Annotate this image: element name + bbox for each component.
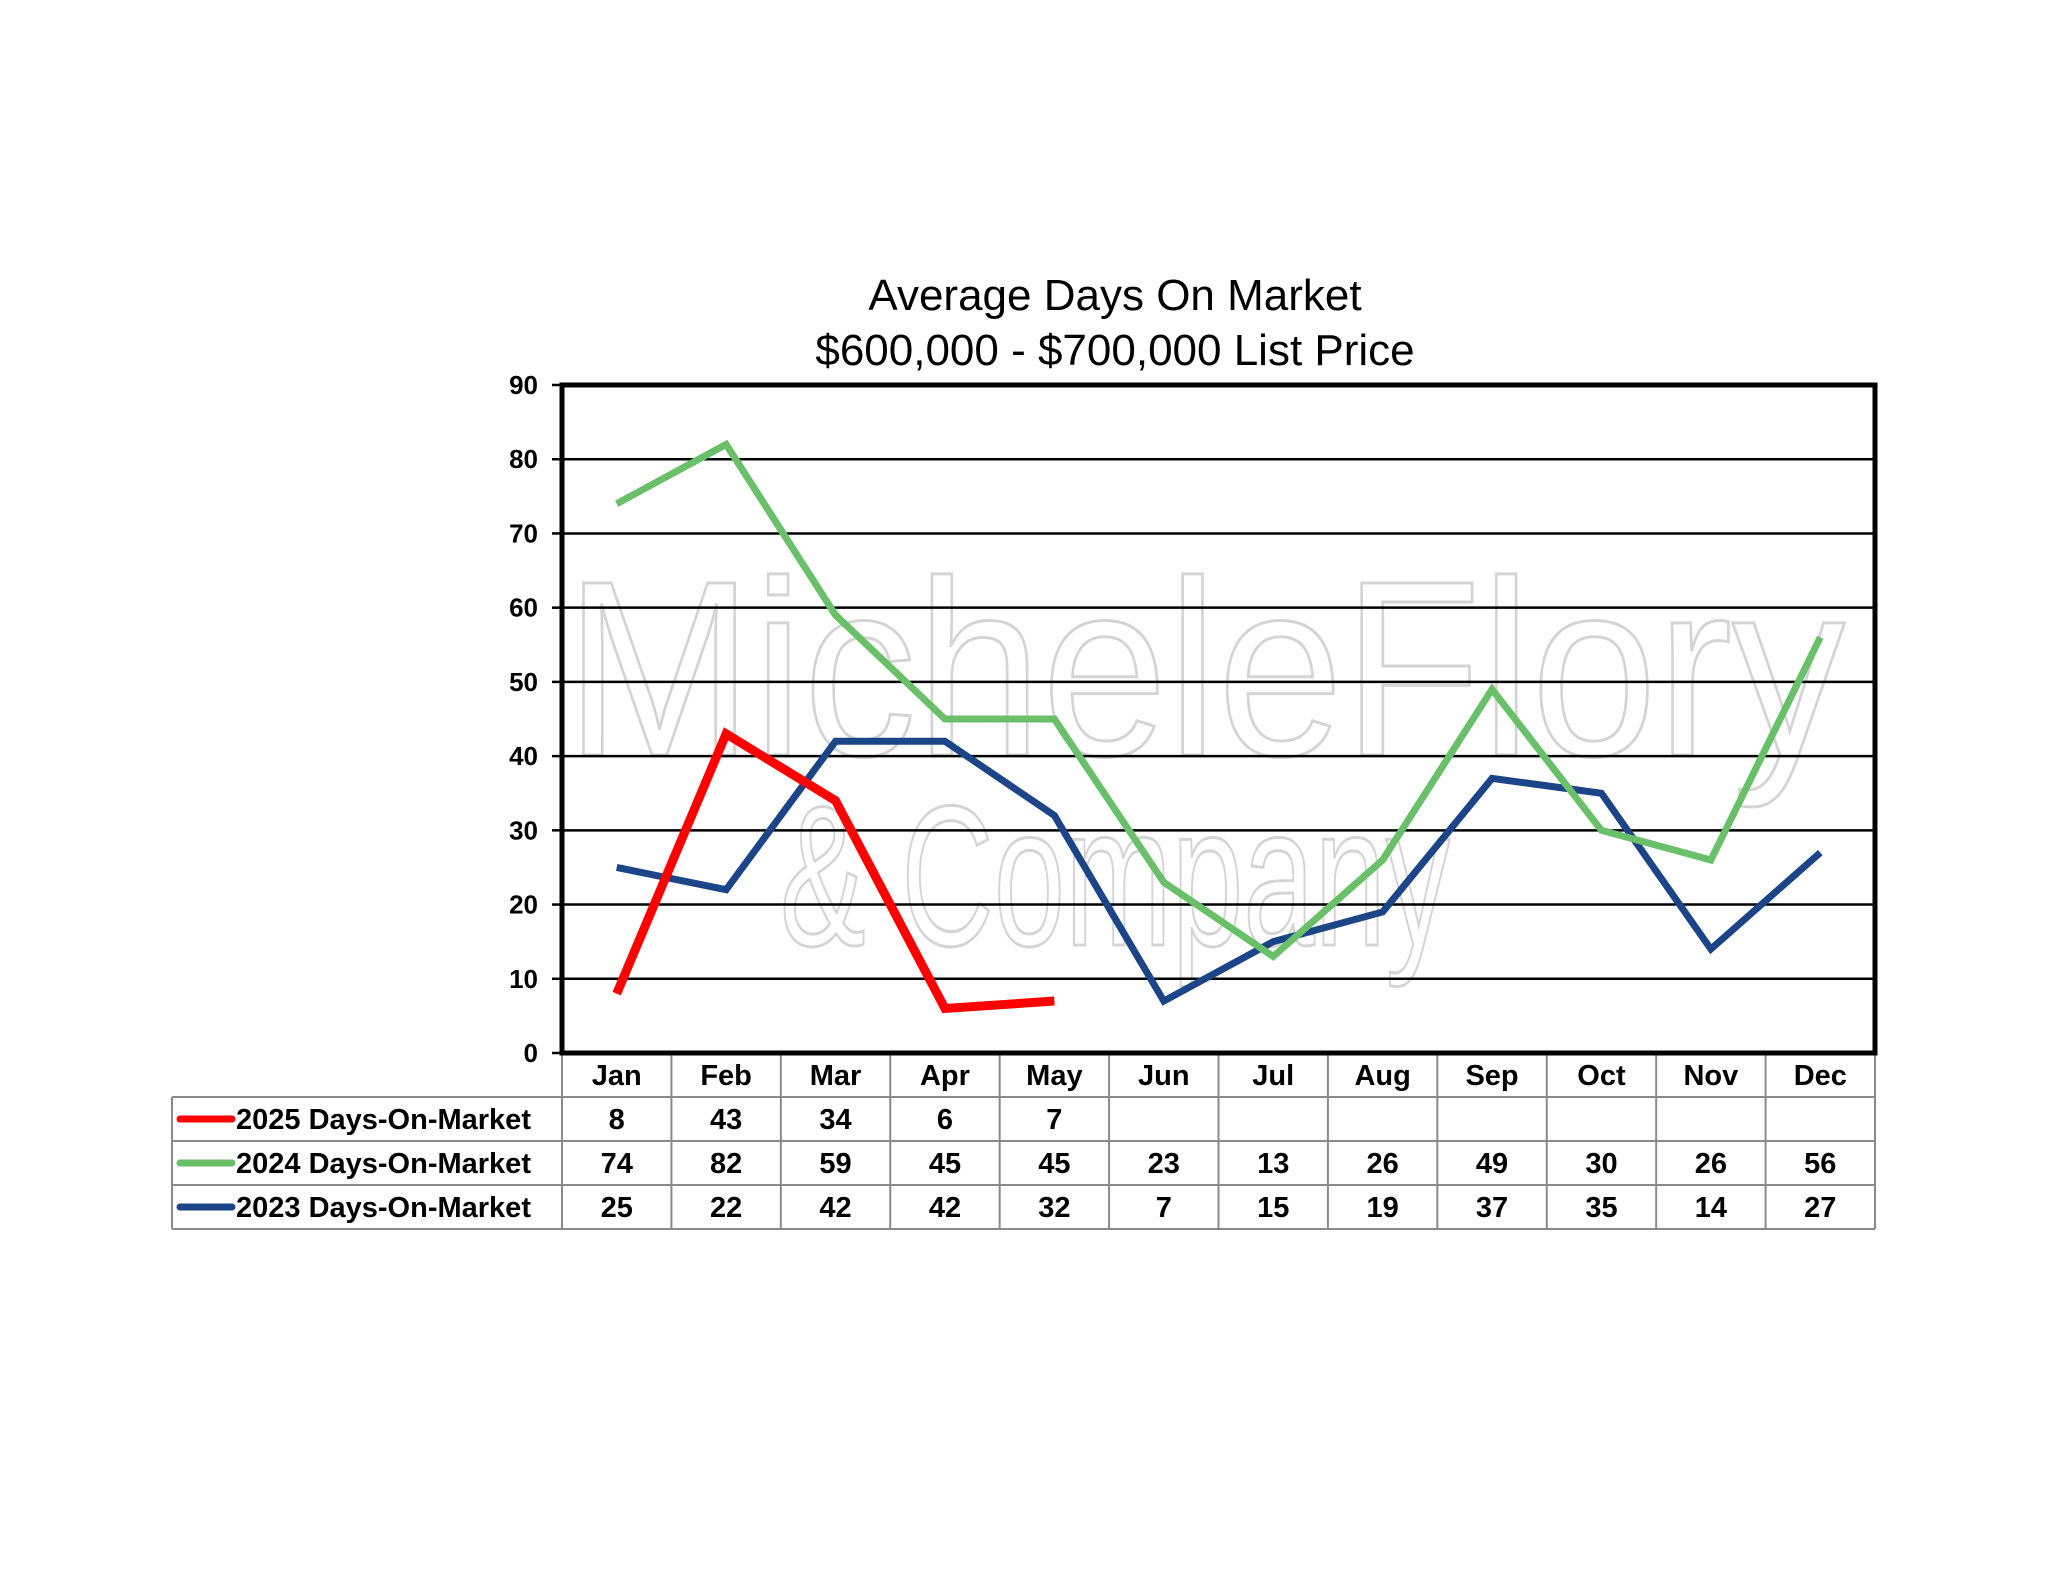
x-category-label: Jan <box>592 1060 642 1092</box>
table-cell-value: 43 <box>710 1104 742 1136</box>
table-cell-value: 82 <box>710 1148 742 1180</box>
table-cell-value: 74 <box>601 1148 633 1180</box>
legend-label: 2025 Days-On-Market <box>236 1104 531 1136</box>
x-category-label: May <box>1026 1060 1082 1092</box>
table-cell-value: 14 <box>1695 1192 1727 1224</box>
x-category-label: Jul <box>1252 1060 1294 1092</box>
table-cell-value: 7 <box>1156 1192 1172 1224</box>
table-cell-value: 34 <box>819 1104 851 1136</box>
table-cell-value: 8 <box>609 1104 625 1136</box>
x-category-label: Oct <box>1577 1060 1626 1092</box>
x-category-label: Apr <box>920 1060 970 1092</box>
series-line <box>612 727 1055 1014</box>
x-category-label: Mar <box>810 1060 862 1092</box>
table-cell-value: 27 <box>1804 1192 1836 1224</box>
x-category-label: Feb <box>700 1060 752 1092</box>
x-category-label: Dec <box>1794 1060 1847 1092</box>
gridlines <box>562 457 1875 981</box>
table-cell-value: 30 <box>1585 1148 1617 1180</box>
table-cell-value: 15 <box>1257 1192 1289 1224</box>
x-category-label: Aug <box>1354 1060 1410 1092</box>
table-cell-value: 32 <box>1038 1192 1070 1224</box>
chart-title: Average Days On Market <box>868 271 1361 320</box>
table-cell-value: 45 <box>929 1148 961 1180</box>
y-tick-label: 20 <box>509 890 538 920</box>
table-cell-value: 45 <box>1038 1148 1070 1180</box>
table-cell-value: 6 <box>937 1104 953 1136</box>
x-category-label: Jun <box>1138 1060 1190 1092</box>
y-axis: 0 10 20 30 40 50 60 70 80 90 <box>509 370 562 1068</box>
table-cell-value: 26 <box>1695 1148 1727 1180</box>
legend-label: 2023 Days-On-Market <box>236 1192 531 1224</box>
table-cell-value: 42 <box>929 1192 961 1224</box>
y-tick-label: 30 <box>509 815 538 845</box>
y-tick-label: 50 <box>509 667 538 697</box>
table-cell-value: 42 <box>819 1192 851 1224</box>
table-cell-value: 22 <box>710 1192 742 1224</box>
x-category-label: Nov <box>1683 1060 1738 1092</box>
table-cell-value: 26 <box>1366 1148 1398 1180</box>
table-cell-value: 13 <box>1257 1148 1289 1180</box>
x-category-label: Sep <box>1465 1060 1518 1092</box>
table-cell-value: 7 <box>1046 1104 1062 1136</box>
table-cell-value: 56 <box>1804 1148 1836 1180</box>
table-cell-value: 35 <box>1585 1192 1617 1224</box>
table-cell-value: 25 <box>601 1192 633 1224</box>
y-tick-label: 60 <box>509 593 538 623</box>
legend-label: 2024 Days-On-Market <box>236 1148 531 1180</box>
table-cell-value: 19 <box>1366 1192 1398 1224</box>
y-tick-label: 90 <box>509 370 538 400</box>
y-tick-label: 70 <box>509 518 538 548</box>
table-cell-value: 59 <box>819 1148 851 1180</box>
watermark-company: & Company <box>780 765 1450 988</box>
table-cell-value: 49 <box>1476 1148 1508 1180</box>
chart-subtitle: $600,000 - $700,000 List Price <box>815 326 1414 375</box>
y-tick-label: 10 <box>509 964 538 994</box>
series-line <box>616 737 1823 1006</box>
y-tick-label: 40 <box>509 741 538 771</box>
watermark: MicheleFlory & Company <box>564 528 1847 990</box>
series-lines <box>612 439 1824 1014</box>
data-table: Jan Feb Mar Apr May Jun Jul Aug Sep Oct Nov Dec 2025… <box>171 1052 1876 1230</box>
y-tick-label: 80 <box>509 444 538 474</box>
series-line <box>615 439 1824 961</box>
table-cell-value: 23 <box>1148 1148 1180 1180</box>
table-cell-value: 37 <box>1476 1192 1508 1224</box>
y-tick-label: 0 <box>524 1038 538 1068</box>
plot-frame <box>559 382 1878 1056</box>
